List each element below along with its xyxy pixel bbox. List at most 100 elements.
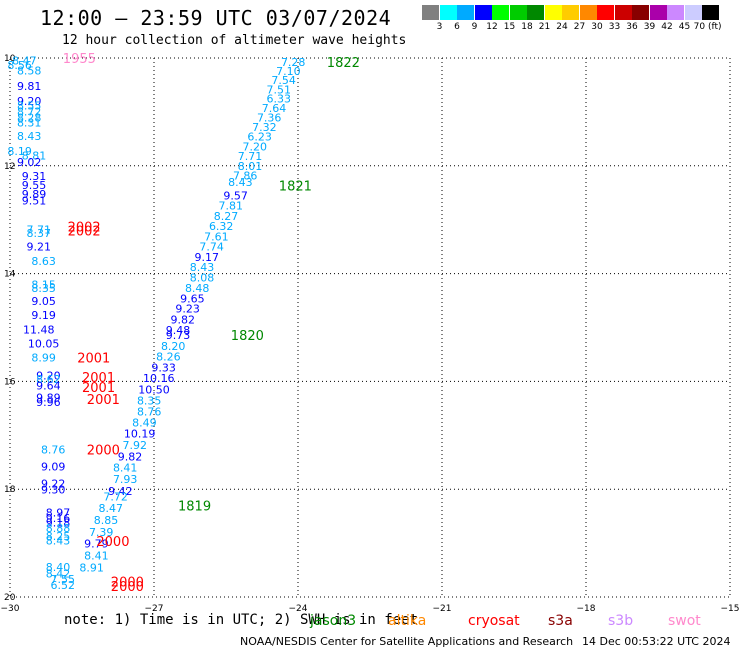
legend-altika: altika <box>388 613 427 629</box>
pass-time-label: 2002 <box>68 224 101 239</box>
legend-s3a: s3a <box>548 613 573 629</box>
data-point-label: 9.17 <box>195 251 220 264</box>
x-tick-label: −30 <box>1 604 20 614</box>
color-scale-label: 12 <box>486 22 498 32</box>
data-point-label: 9.51 <box>22 194 47 207</box>
data-point-label: 7.36 <box>257 111 282 124</box>
data-point-label: 8.43 <box>228 176 253 189</box>
data-point-label: 9.82 <box>118 450 143 463</box>
x-tick-label: −21 <box>433 604 452 614</box>
data-point-label: 7.71 <box>27 223 52 236</box>
color-swatch <box>527 5 544 20</box>
data-point-label: 9.30 <box>41 484 66 497</box>
y-tick-label: 12 <box>4 162 15 172</box>
y-tick-label: 10 <box>4 54 16 64</box>
color-swatch <box>544 5 562 20</box>
legend-swot: swot <box>668 613 701 629</box>
data-point-label: 7.74 <box>199 241 224 254</box>
page-title: 12:00 – 23:59 UTC 03/07/2024 <box>40 6 392 30</box>
data-point-label: 7.28 <box>281 56 306 69</box>
color-swatch <box>632 5 649 20</box>
data-point-label: 7.71 <box>238 150 263 163</box>
legend-cryosat: cryosat <box>468 613 520 629</box>
y-tick-label: 18 <box>4 485 16 495</box>
data-point-label: 8.63 <box>31 255 56 268</box>
data-point-label: 8.91 <box>79 561 104 574</box>
pass-time-label: 1819 <box>178 499 211 514</box>
data-point-label: 9.09 <box>41 461 66 474</box>
data-point-label: 8.47 <box>99 502 124 515</box>
color-swatch <box>684 5 702 20</box>
color-scale-label: 36 <box>626 22 638 32</box>
data-point-label: 9.73 <box>166 329 191 342</box>
color-scale-label: 24 <box>556 22 568 32</box>
data-point-label: 7.20 <box>243 140 268 153</box>
pass-time-label: 1822 <box>327 56 360 71</box>
data-point-label: 8.43 <box>17 130 42 143</box>
data-point-label: 8.85 <box>94 514 119 527</box>
data-point-label: 8.35 <box>137 394 162 407</box>
data-point-label: 7.10 <box>276 65 301 78</box>
data-point-label: 8.88 <box>46 522 71 535</box>
color-scale-label: 42 <box>661 22 673 32</box>
color-scale-label: 9 <box>471 22 478 32</box>
data-point-label: 8.35 <box>31 282 56 295</box>
color-swatch <box>474 5 492 20</box>
pass-time-label: 2001 <box>87 393 120 408</box>
footer-timestamp: 14 Dec 00:53:22 UTC 2024 <box>582 635 731 648</box>
pass-time-label: 1955 <box>63 52 96 67</box>
data-point-label: 7.32 <box>252 121 277 134</box>
data-point-label: 9.02 <box>17 156 42 169</box>
color-swatch <box>562 5 579 20</box>
data-point-label: 9.65 <box>180 292 205 305</box>
data-point-label: 8.25 <box>46 530 71 543</box>
y-tick-label: 20 <box>4 593 16 603</box>
data-point-label: 8.76 <box>137 406 162 419</box>
data-point-label: 8.43 <box>190 261 215 274</box>
color-scale-label: 70 (ft) <box>693 22 722 32</box>
legend-s3b: s3b <box>608 613 634 629</box>
data-point-label: 9.20 <box>17 95 42 108</box>
data-point-label: 7.64 <box>262 102 287 115</box>
x-tick-label: −18 <box>577 604 596 614</box>
y-tick-label: 16 <box>4 377 16 387</box>
data-point-label: 9.33 <box>151 361 176 374</box>
data-point-label: 7.55 <box>51 573 76 586</box>
data-point-label: 9.21 <box>27 241 52 254</box>
data-point-label: 7.93 <box>113 473 138 486</box>
data-point-label: 8.43 <box>46 534 71 547</box>
data-point-label: 8.47 <box>12 55 37 68</box>
data-point-label: 9.89 <box>36 392 61 405</box>
color-scale-label: 33 <box>608 22 621 32</box>
color-swatch <box>492 5 509 20</box>
data-point-label: 8.19 <box>7 145 32 158</box>
data-point-label: 9.18 <box>46 517 71 530</box>
data-point-label: 8.56 <box>7 59 32 72</box>
data-point-label: 9.23 <box>175 303 200 316</box>
legend-jason3: jason3 <box>310 613 357 629</box>
data-point-label: 9.31 <box>22 170 47 183</box>
x-tick-label: −27 <box>145 604 164 614</box>
pass-time-label: 2001 <box>77 352 110 367</box>
data-point-label: 8.55 <box>17 99 42 112</box>
pass-time-label: 2000 <box>111 575 144 590</box>
data-point-label: 8.58 <box>17 64 42 77</box>
data-point-label: 7.86 <box>233 170 258 183</box>
data-point-label: 9.57 <box>223 189 248 202</box>
pass-time-label: 2001 <box>82 381 115 396</box>
pass-time-label: 1820 <box>231 329 264 344</box>
data-point-label: 9.05 <box>31 295 56 308</box>
color-scale-label: 15 <box>503 22 516 32</box>
data-point-label: 9.16 <box>46 512 71 525</box>
data-point-label: 8.49 <box>132 416 157 429</box>
color-swatch <box>667 5 684 20</box>
data-point-label: 9.48 <box>166 324 191 337</box>
data-point-label: 8.99 <box>31 352 56 365</box>
data-point-label: 7.72 <box>103 491 128 504</box>
data-point-label: 8.31 <box>17 117 42 130</box>
pass-time-label: 2001 <box>82 371 115 386</box>
data-point-label: 6.52 <box>51 579 76 592</box>
data-point-label: 7.81 <box>219 200 244 213</box>
data-point-label: 7.92 <box>123 439 148 452</box>
